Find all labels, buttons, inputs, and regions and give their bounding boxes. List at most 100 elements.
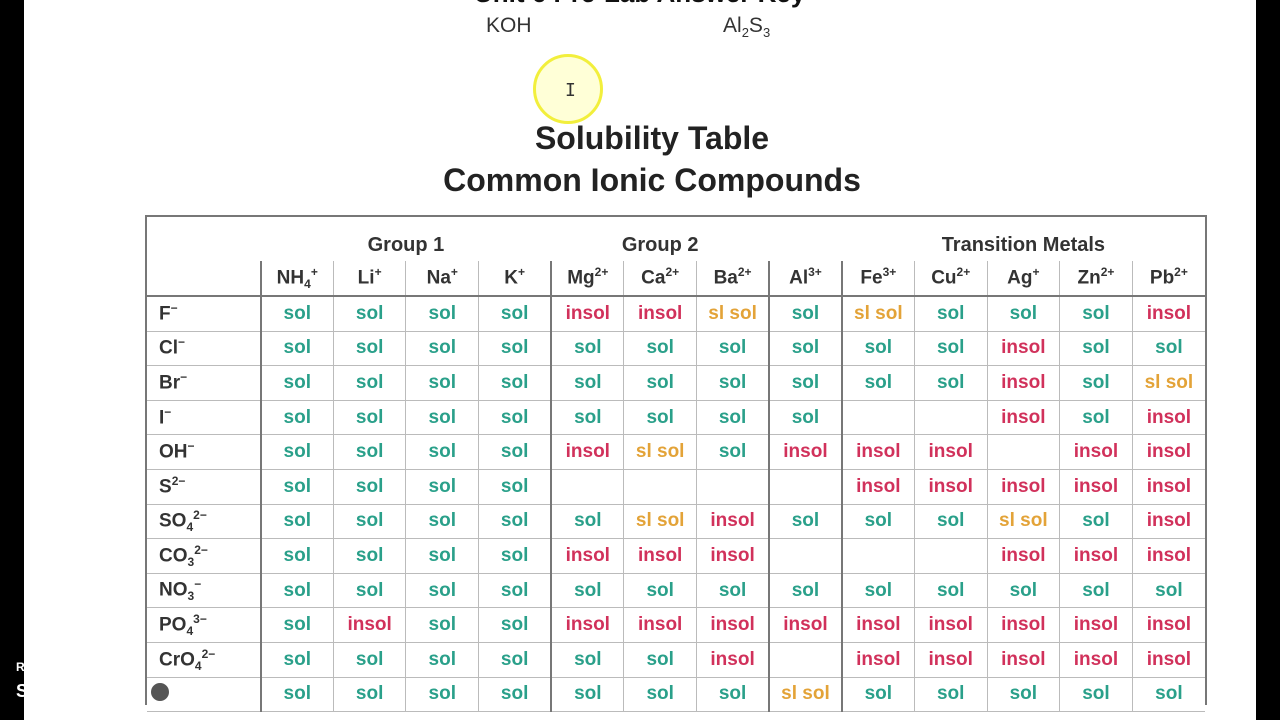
solubility-cell: sol [623, 365, 697, 401]
solubility-cell: insol [1131, 538, 1205, 574]
anion-symbol: CO [159, 545, 188, 567]
solubility-cell: sol [478, 296, 552, 332]
solubility-cell [768, 642, 842, 678]
solubility-cell: sol [695, 331, 770, 367]
solubility-cell: insol [913, 469, 988, 505]
watermark-text-b: MATIC [175, 680, 234, 701]
solubility-cell: sol [478, 434, 552, 470]
solubility-cell: sl sol [695, 296, 770, 332]
solubility-cell: sol [840, 331, 915, 367]
solubility-cell: sol [913, 504, 988, 540]
anion-charge: − [178, 335, 186, 350]
solubility-cell: insol [550, 434, 624, 470]
solubility-cell: sol [478, 365, 552, 401]
solubility-cell: sol [405, 642, 479, 678]
solubility-cell [913, 400, 988, 436]
solubility-cell: insol [623, 538, 697, 574]
table-row: S2− sol sol sol sol insol insol insol insol insol [147, 469, 1205, 505]
solubility-cell: insol [1131, 469, 1205, 505]
solubility-cell: sol [840, 677, 915, 713]
solubility-cell: sol [405, 400, 479, 436]
cation-charge: 2+ [1174, 264, 1188, 279]
solubility-cell: sol [260, 296, 334, 332]
solubility-cell: insol [986, 400, 1060, 436]
solubility-cell: sol [1059, 504, 1133, 540]
table-row: PO43− sol insol sol sol insol insol insol insol i… [147, 607, 1205, 643]
solubility-cell: insol [1059, 434, 1133, 470]
formula-al-symbol: Al [723, 14, 742, 37]
watermark-screencast: SCREENCAST MATIC [16, 679, 233, 705]
solubility-cell: sol [768, 400, 842, 436]
solubility-cell [986, 434, 1060, 470]
formula-koh-text: KOH [486, 14, 532, 37]
solubility-cell: sol [1131, 677, 1205, 713]
solubility-cell [623, 469, 697, 505]
anion-subscript: 4 [194, 658, 202, 673]
solubility-table: Group 1 Group 2 Transition Metals NH4+ Li+ N… [145, 215, 1207, 713]
cation-charge: + [1032, 264, 1040, 279]
cation-header-row: NH4+ Li+ Na+ K+ Mg2+ Ca2+ Ba2+ Al3+ Fe3+ Cu2+ Ag+ Z… [147, 261, 1205, 297]
cation-charge: + [450, 264, 458, 279]
cation-symbol: Zn [1077, 267, 1101, 289]
solubility-cell: sol [623, 642, 697, 678]
solubility-cell: insol [986, 469, 1060, 505]
anion-label: F− [147, 296, 262, 332]
cation-header-blank [147, 261, 261, 297]
anion-charge: − [164, 404, 172, 419]
solubility-cell: sol [768, 504, 842, 540]
anion-label: CrO42− [147, 642, 262, 678]
solubility-cell: sol [1059, 677, 1133, 713]
table-row: SO42− sol sol sol sol sol sl sol insol sol sol sol… [147, 504, 1205, 540]
solubility-cell: insol [986, 331, 1060, 367]
solubility-cell: sol [840, 504, 915, 540]
screencast-logo-icon [147, 679, 174, 705]
cation-symbol: Ca [641, 267, 666, 289]
solubility-cell: sl sol [986, 504, 1060, 540]
solubility-cell: sol [913, 296, 988, 332]
table-row: NO3− sol sol sol sol sol sol sol sol sol sol sol sol… [147, 573, 1205, 609]
solubility-cell: sol [1059, 400, 1133, 436]
anion-symbol: NO [159, 579, 188, 601]
solubility-cell: sol [260, 538, 334, 574]
cation-header-9: Cu2+ [913, 261, 988, 297]
solubility-cell: sol [260, 400, 334, 436]
solubility-cell: insol [840, 642, 915, 678]
anion-symbol: I [159, 406, 165, 428]
anion-label: I− [147, 400, 262, 436]
solubility-cell: insol [1131, 400, 1205, 436]
solubility-cell [913, 538, 988, 574]
anion-subscript: 4 [186, 624, 194, 639]
cation-symbol: Ag [1007, 267, 1033, 289]
solubility-cell: sol [332, 296, 406, 332]
solubility-cell: sol [478, 538, 552, 574]
group-header-2 [769, 217, 842, 261]
solubility-cell: insol [1131, 642, 1205, 678]
solubility-cell [768, 469, 842, 505]
solubility-cell: sol [550, 677, 624, 713]
solubility-cell: insol [550, 607, 624, 643]
cation-header-3: K+ [478, 261, 552, 297]
cation-charge: 2+ [956, 264, 971, 279]
solubility-cell: sol [405, 573, 479, 609]
cation-charge: 2+ [737, 264, 752, 279]
cursor-highlight [533, 54, 603, 124]
cation-header-8: Fe3+ [840, 261, 915, 297]
table-row: Cl− sol sol sol sol sol sol sol sol sol sol insol so… [147, 331, 1205, 367]
solubility-cell: insol [913, 607, 988, 643]
solubility-cell: sol [550, 504, 624, 540]
solubility-cell: insol [986, 538, 1060, 574]
table-row: Br− sol sol sol sol sol sol sol sol sol sol insol so… [147, 365, 1205, 401]
solubility-cell: sl sol [840, 296, 915, 332]
solubility-cell: sol [405, 365, 479, 401]
solubility-cell: sol [405, 607, 479, 643]
solubility-cell: insol [550, 296, 624, 332]
table-row: F− sol sol sol sol insol insol sl sol sol sl sol s… [147, 296, 1205, 332]
anion-subscript: 3 [187, 555, 195, 570]
anion-charge: − [187, 439, 195, 454]
solubility-cell: sol [478, 400, 552, 436]
cation-charge: 3+ [808, 264, 822, 279]
cation-header-4: Mg2+ [550, 261, 624, 297]
group-header-3: Transition Metals [941, 234, 1106, 256]
table-subtitle: Common Ionic Compounds [443, 162, 861, 198]
cation-symbol: Fe [860, 267, 883, 289]
